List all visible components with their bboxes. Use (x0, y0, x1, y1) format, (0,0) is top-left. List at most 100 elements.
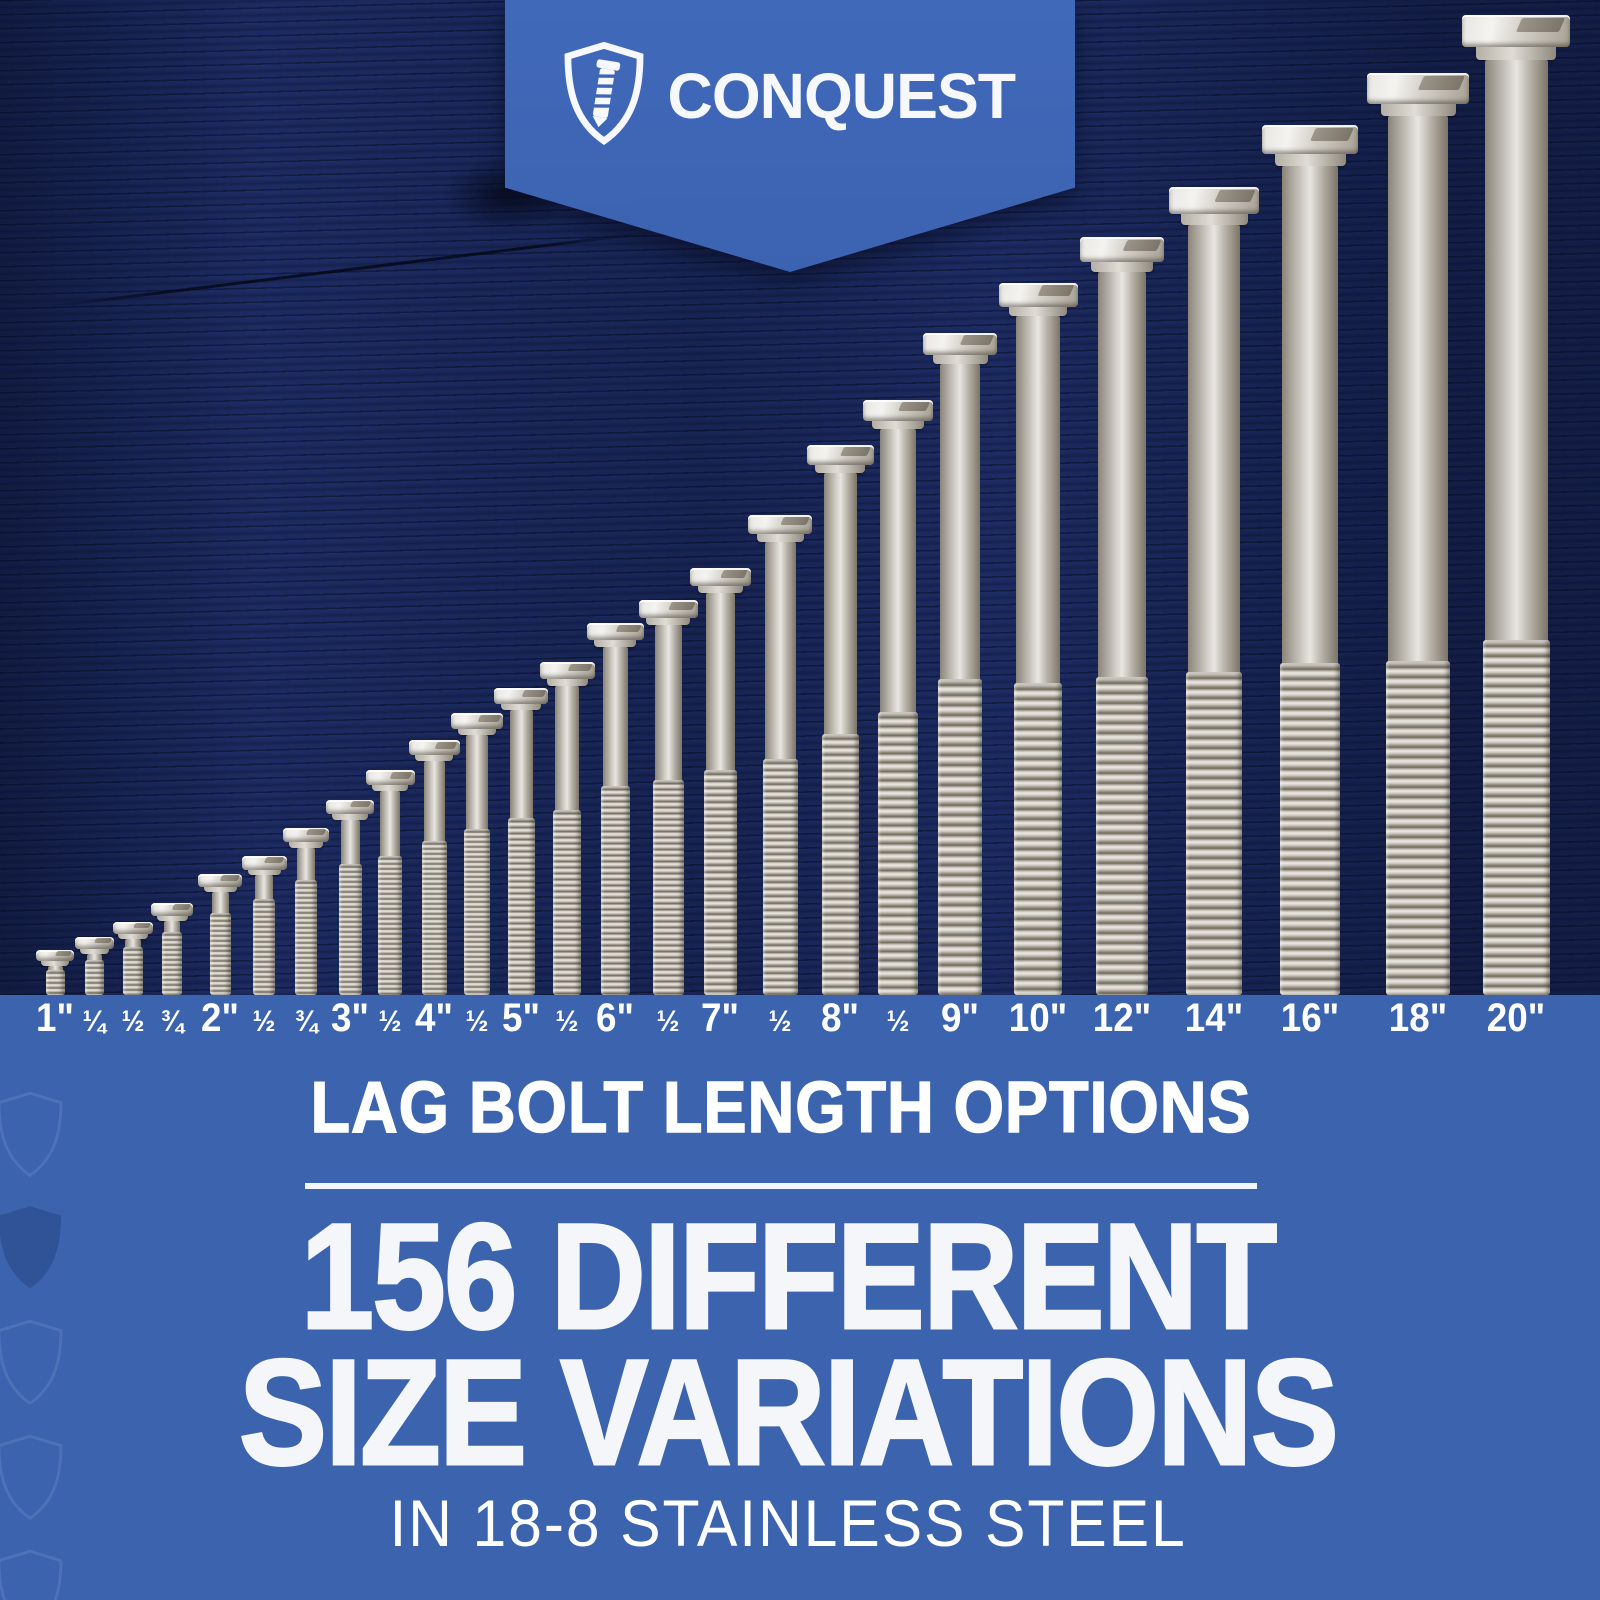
bolt-shank (338, 820, 362, 995)
size-label-7.5in: ½ (768, 1005, 792, 1038)
bolt-shank (600, 647, 630, 995)
bolt-head (494, 688, 548, 704)
bolt-threads (464, 829, 490, 995)
size-label-20in: 20" (1486, 996, 1546, 1040)
bolt-collar (646, 618, 690, 625)
size-label-1.75in: ¾ (160, 1005, 184, 1038)
size-label-6.5in: ½ (656, 1005, 680, 1038)
bolt-shank (703, 593, 737, 995)
headline-line1: 156 DIFFERENT (299, 1192, 1278, 1360)
bolt-head (408, 740, 460, 755)
bolt-8.5in (863, 400, 933, 995)
bolt-head (283, 828, 329, 842)
bolt-shank (1096, 272, 1148, 995)
bolt-threads (253, 899, 275, 995)
bolt-shank (45, 966, 65, 995)
bolt-shank (938, 364, 982, 995)
bolt-1in (36, 950, 74, 995)
bolt-shank (507, 710, 535, 995)
bolt-head (638, 600, 698, 618)
bolt-threads (338, 864, 362, 995)
bolt-head (241, 856, 287, 870)
bolt-head (151, 903, 193, 916)
size-label-3.5in: ½ (378, 1005, 402, 1038)
bolt-3.5in (365, 770, 415, 995)
bolt-head (36, 950, 74, 961)
bolt-threads (1280, 663, 1340, 995)
bolt-shank (762, 542, 798, 995)
brand-banner: CONQUEST (505, 0, 1075, 272)
bolt-collar (932, 355, 988, 364)
bolt-head (1262, 125, 1358, 154)
bolt-5.5in (539, 662, 595, 995)
size-label-2.75in: ¾ (294, 1005, 318, 1038)
bolt-shank (84, 954, 104, 995)
bolt-threads (878, 712, 918, 995)
shield-icon (0, 1200, 66, 1301)
bolt-shank (295, 848, 317, 995)
bolt-head (1080, 237, 1164, 262)
bolt-head (539, 662, 595, 679)
bolt-shank (378, 791, 402, 995)
bolt-shank (1014, 316, 1062, 995)
bolt-3in (326, 800, 374, 995)
size-label-1in: 1" (36, 996, 74, 1040)
shield-icon (0, 1545, 66, 1600)
size-label-8in: 8" (821, 996, 859, 1040)
bolt-head (365, 770, 415, 785)
bolt-threads (553, 810, 581, 995)
footer-band: 1" ¼ ½ ¾ 2" ½ ¾ 3" ½ 4" ½ 5" ½ 6" ½ 7" ½ 8" ½ 9" 10" 12" 14" 16… (0, 995, 1600, 1600)
banner-wrap: CONQUEST (0, 0, 1600, 300)
bolt-shank (464, 735, 490, 995)
bolt-threads (600, 786, 630, 995)
bolt-collar (289, 842, 323, 848)
bolt-20in (1462, 15, 1570, 995)
bolt-collar (1180, 214, 1248, 225)
bolt-7.5in (748, 515, 812, 995)
brand-name: CONQUEST (667, 60, 1016, 132)
size-label-2.5in: ½ (252, 1005, 276, 1038)
bolt-collar (458, 729, 496, 735)
bolt-collar (546, 679, 588, 686)
bolt-12in (1080, 237, 1164, 995)
bolt-collar (332, 814, 368, 820)
size-label-18in: 18" (1388, 996, 1448, 1040)
bolt-collar (1476, 47, 1556, 60)
size-label-6in: 6" (596, 996, 634, 1040)
bolt-shank (421, 761, 447, 995)
size-label-3in: 3" (331, 996, 369, 1040)
size-labels-row: 1" ¼ ½ ¾ 2" ½ ¾ 3" ½ 4" ½ 5" ½ 6" ½ 7" ½ 8" ½ 9" 10" 12" 14" 16… (0, 995, 1600, 1043)
bolt-shank (553, 686, 581, 995)
bolt-head (113, 922, 153, 934)
size-label-2in: 2" (201, 996, 239, 1040)
subline: IN 18-8 STAINLESS STEEL (389, 1486, 1187, 1560)
bolt-5in (494, 688, 548, 995)
bolt-threads (123, 947, 143, 995)
bolt-threads (507, 818, 535, 995)
size-label-9in: 9" (941, 996, 979, 1040)
bolt-9in (923, 333, 997, 995)
size-label-5.5in: ½ (555, 1005, 579, 1038)
bolt-head (998, 283, 1078, 307)
size-label-4.5in: ½ (465, 1005, 489, 1038)
bolt-head (806, 445, 874, 465)
bolt-threads (1482, 640, 1550, 995)
bolt-18in (1367, 73, 1469, 995)
bolt-2in (198, 874, 242, 995)
bolt-collar (1274, 154, 1346, 166)
size-label-1.25in: ¼ (82, 1005, 106, 1038)
bolt-collar (1009, 307, 1067, 316)
bolt-6in (586, 623, 644, 995)
bolt-shank (1280, 166, 1340, 995)
bolt-collar (118, 934, 148, 939)
bolt-2.75in (283, 828, 329, 995)
bolt-collar (203, 887, 237, 892)
bolt-threads (1014, 683, 1062, 995)
bolt-10in (998, 283, 1078, 995)
bolt-threads (421, 841, 447, 995)
shield-icon (0, 1430, 66, 1531)
bolt-4.5in (451, 713, 503, 995)
bolt-1.5in (113, 922, 153, 995)
bolt-head (1367, 73, 1469, 104)
